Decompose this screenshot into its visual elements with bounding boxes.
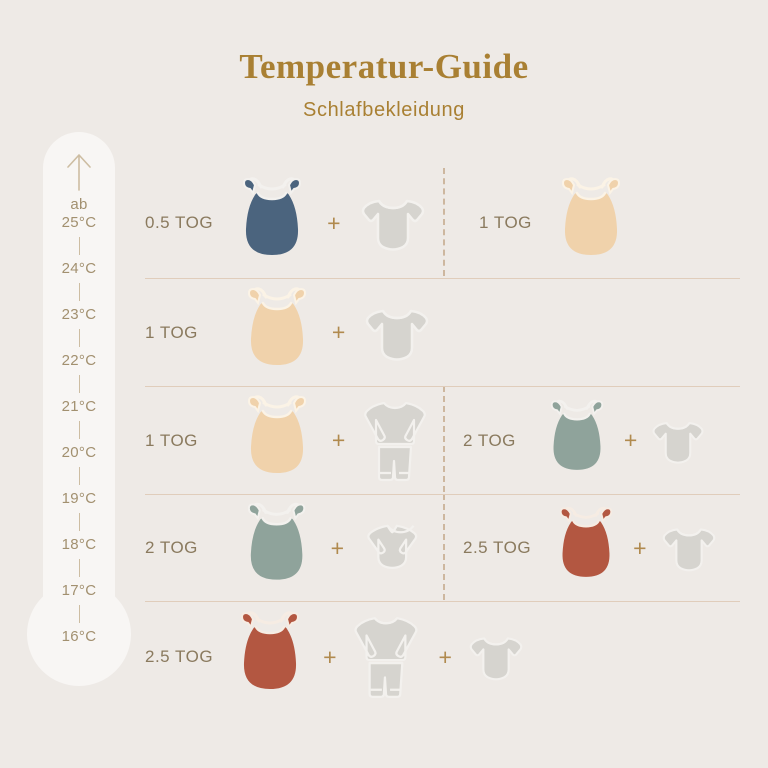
- plus-sign: +: [438, 643, 452, 670]
- cell-right-empty: [443, 279, 740, 386]
- tog-label: 2.5 TOG: [145, 647, 214, 666]
- plus-sign: +: [323, 643, 337, 670]
- scale-tick: [78, 605, 80, 623]
- scale-label: 19°C: [61, 490, 97, 507]
- scale-item-top: ab 25°C: [43, 196, 115, 232]
- sleeping-bag-icon: [241, 611, 300, 689]
- table-row: 2.5 TOG + +: [145, 602, 740, 712]
- tog-label: 1 TOG: [145, 430, 198, 450]
- cell-right: 2 TOG +: [443, 387, 740, 494]
- short-sleeve-bodysuit-icon: [469, 637, 523, 681]
- plus-sign: +: [331, 319, 346, 345]
- plus-sign: +: [327, 209, 341, 236]
- plus-sign: +: [633, 534, 647, 561]
- sleeping-bag-icon: [561, 177, 620, 255]
- tog-label: 0.5 TOG: [145, 213, 214, 232]
- column-divider-row3: [443, 386, 445, 492]
- scale-top-prefix: ab: [70, 196, 88, 213]
- tog-label: 2 TOG: [145, 538, 198, 557]
- scale-item-16c: 16°C: [43, 628, 115, 646]
- sleeping-bag-icon: [243, 177, 302, 255]
- scale-tick: [78, 329, 80, 347]
- scale-tick: [78, 467, 80, 485]
- header: Temperatur-Guide Schlafbekleidung: [0, 46, 768, 122]
- sleeping-bag-icon: [559, 506, 613, 577]
- thermometer-scale: ab 25°C 24°C 23°C 22°C 21°C: [43, 132, 115, 692]
- tog-label: 1 TOG: [145, 322, 198, 342]
- scale-item-22c: 22°C: [43, 352, 115, 370]
- table-row: 0.5 TOG + 1 TOG: [145, 168, 740, 278]
- cell-left: 0.5 TOG +: [145, 168, 443, 278]
- short-sleeve-bodysuit-icon: [662, 528, 715, 572]
- sleeping-bag-icon: [247, 286, 306, 365]
- scale-label: 20°C: [61, 444, 97, 461]
- scale-item-21c: 21°C: [43, 398, 115, 416]
- cell-right: 2.5 TOG +: [443, 495, 740, 601]
- long-sleeve-pajama-set-icon: [353, 617, 418, 698]
- column-divider-row1: [443, 168, 445, 276]
- long-sleeve-bodysuit-icon: [367, 524, 418, 570]
- scale-item-17c: 17°C: [43, 582, 115, 600]
- table-row: 1 TOG +: [145, 387, 740, 494]
- scale-tick: [78, 513, 80, 531]
- row-divider: [145, 386, 740, 387]
- column-divider-row4: [443, 494, 445, 600]
- scale-item-20c: 20°C: [43, 444, 115, 462]
- plus-sign: +: [331, 427, 346, 453]
- scale-tick: [78, 375, 80, 393]
- sleeping-bag-icon: [550, 399, 604, 470]
- scale-top-value: 25°C: [61, 214, 97, 231]
- row-divider: [145, 278, 740, 279]
- short-sleeve-bodysuit-icon: [366, 309, 429, 361]
- tog-table: 0.5 TOG + 1 TOG: [145, 168, 740, 698]
- scale-tick: [78, 237, 80, 255]
- long-sleeve-pajama-set-icon: [364, 401, 427, 481]
- table-row: 1 TOG +: [145, 279, 740, 386]
- tog-label: 2.5 TOG: [463, 538, 532, 557]
- scale-label: 24°C: [61, 260, 97, 277]
- page-title: Temperatur-Guide: [239, 47, 529, 86]
- sleeping-bag-icon: [247, 502, 305, 580]
- cell-left: 1 TOG +: [145, 279, 443, 386]
- scale-item-24c: 24°C: [43, 260, 115, 278]
- plus-sign: +: [330, 534, 344, 561]
- scale-tick: [78, 559, 80, 577]
- cell-left: 2 TOG +: [145, 495, 443, 601]
- cell-full: 2.5 TOG + +: [145, 602, 740, 712]
- arrow-up-icon: [67, 154, 91, 191]
- cell-right: 1 TOG: [443, 168, 740, 278]
- scale-label: 22°C: [61, 352, 97, 369]
- thermometer: ab 25°C 24°C 23°C 22°C 21°C: [27, 132, 131, 692]
- plus-sign: +: [623, 427, 638, 453]
- scale-tick: [78, 283, 80, 301]
- scale-label: 18°C: [61, 536, 97, 553]
- scale-item-19c: 19°C: [43, 490, 115, 508]
- sleeping-bag-icon: [247, 394, 306, 473]
- tog-label: 1 TOG: [479, 213, 532, 232]
- scale-item-23c: 23°C: [43, 306, 115, 324]
- short-sleeve-bodysuit-icon: [652, 421, 704, 464]
- table-row: 2 TOG + 2.5 TOG: [145, 495, 740, 601]
- scale-tick: [78, 421, 80, 439]
- tog-label: 2 TOG: [463, 430, 516, 450]
- scale-label: 16°C: [61, 628, 97, 645]
- row-divider: [145, 494, 740, 495]
- short-sleeve-bodysuit-icon: [361, 199, 424, 251]
- row-divider: [145, 601, 740, 602]
- scale-list: ab 25°C 24°C 23°C 22°C 21°C: [43, 196, 115, 646]
- scale-label: 21°C: [61, 398, 97, 415]
- scale-label: 17°C: [61, 582, 97, 599]
- scale-label: 23°C: [61, 306, 97, 323]
- page-subtitle: Schlafbekleidung: [303, 99, 465, 121]
- cell-left: 1 TOG +: [145, 387, 443, 494]
- scale-item-18c: 18°C: [43, 536, 115, 554]
